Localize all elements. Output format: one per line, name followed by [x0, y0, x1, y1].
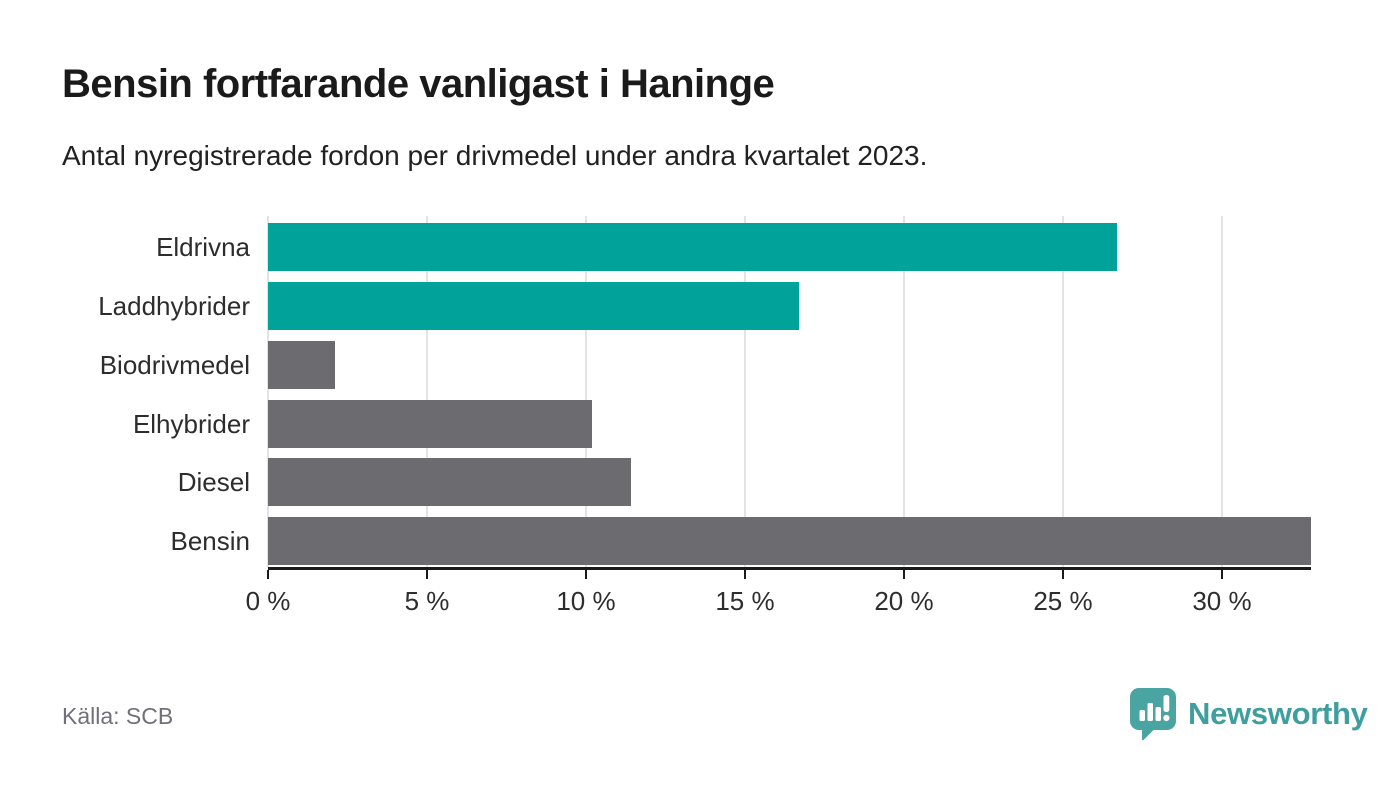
bar-diesel: [268, 458, 631, 507]
x-tick-label-15: 15 %: [715, 586, 775, 616]
category-label-diesel: Diesel: [177, 467, 250, 498]
x-axis-line: [268, 567, 1311, 570]
bar-chart: Eldrivna Laddhybrider Biodrivmedel Elhybrid…: [98, 215, 1311, 616]
x-axis-tick-5: [425, 570, 428, 579]
x-axis-tick-25: [1061, 570, 1064, 579]
gridline-0: [267, 216, 269, 568]
bar-eldrivna: [268, 223, 1118, 271]
gridline-5: [425, 216, 428, 568]
source-caption: Källa: SCB: [62, 703, 174, 729]
gridline-10: [584, 216, 587, 568]
gridline-30: [1220, 216, 1223, 568]
x-tick-label-30: 30 %: [1192, 586, 1252, 616]
category-label-laddhybrider: Laddhybrider: [98, 290, 250, 321]
x-axis-tick-10: [584, 570, 587, 579]
page-subtitle: Antal nyregistrerade fordon per drivmede…: [62, 140, 928, 171]
x-tick-label-0: 0 %: [245, 586, 291, 616]
category-label-bensin: Bensin: [170, 526, 251, 557]
newsworthy-logo-icon: [1130, 688, 1176, 741]
x-axis-tick-0: [267, 570, 269, 579]
x-tick-label-10: 10 %: [556, 586, 616, 616]
gridline-20: [902, 216, 905, 568]
x-axis-tick-20: [902, 570, 905, 579]
brand-name: Newsworthy: [1188, 696, 1368, 731]
x-axis-tick-30: [1220, 570, 1223, 579]
x-tick-label-20: 20 %: [874, 586, 934, 616]
category-label-eldrivna: Eldrivna: [156, 232, 250, 262]
brand-logo: Newsworthy: [1128, 686, 1368, 742]
bar-laddhybrider: [268, 281, 800, 330]
category-label-elhybrider: Elhybrider: [132, 408, 250, 439]
x-tick-label-25: 25 %: [1033, 586, 1093, 616]
category-label-biodrivmedel: Biodrivmedel: [99, 349, 250, 380]
gridline-25: [1061, 216, 1064, 568]
page-title: Bensin fortfarande vanligast i Haninge: [62, 62, 775, 106]
x-tick-label-5: 5 %: [404, 586, 450, 616]
bar-bensin: [268, 517, 1311, 566]
x-axis-tick-15: [743, 570, 746, 579]
bar-elhybrider: [268, 399, 593, 448]
gridline-15: [743, 216, 746, 568]
bar-biodrivmedel: [268, 340, 335, 389]
